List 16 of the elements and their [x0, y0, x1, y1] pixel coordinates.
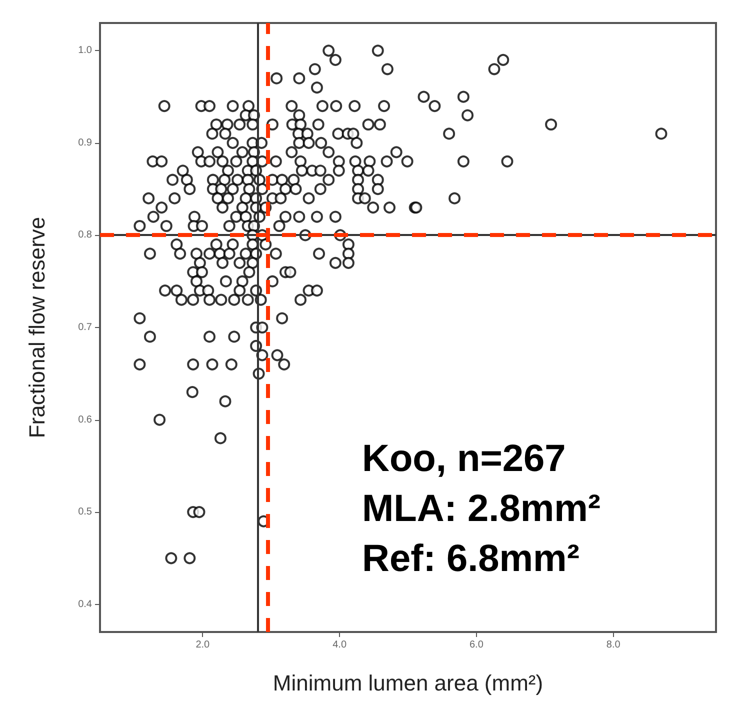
y-tick-label: 0.4 — [78, 598, 92, 610]
y-tick-label: 0.8 — [78, 230, 92, 241]
x-tick-label: 4.0 — [332, 640, 347, 650]
x-tick-label: 8.0 — [606, 640, 621, 650]
annotation: MLA: 2.8mm² — [362, 488, 601, 530]
annotation: Koo, n=267 — [362, 438, 566, 480]
y-tick-label: 1.0 — [78, 45, 92, 56]
x-axis-title: Minimum lumen area (mm²) — [272, 670, 544, 696]
y-tick-label: 0.7 — [78, 322, 92, 333]
annotation: Ref: 6.8mm² — [362, 538, 580, 580]
x-tick-label: 2.0 — [196, 640, 210, 650]
y-axis-title: Fractional flow reserve — [24, 216, 50, 438]
y-tick-label: 0.5 — [78, 506, 92, 518]
y-tick-label: 0.9 — [78, 137, 92, 148]
x-tick-label: 6.0 — [469, 640, 484, 650]
y-tick-label: 0.6 — [78, 414, 92, 426]
